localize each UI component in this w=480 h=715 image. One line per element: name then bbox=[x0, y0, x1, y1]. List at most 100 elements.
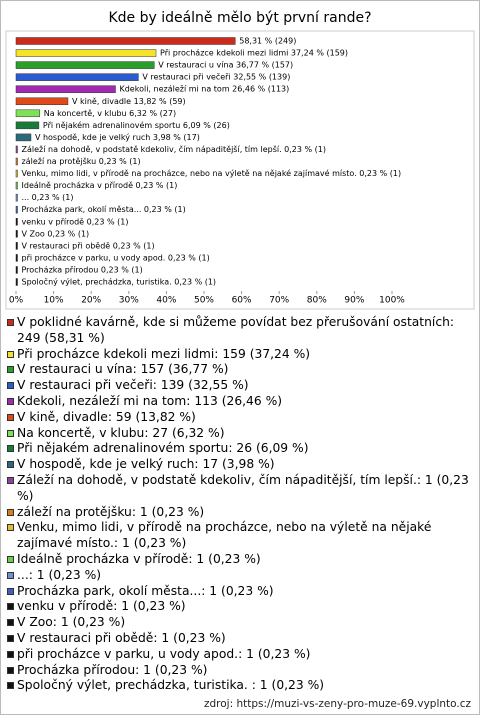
bar bbox=[15, 157, 18, 166]
legend-item: V restauraci při večeři: 139 (32,55 %) bbox=[7, 378, 469, 394]
bar bbox=[15, 169, 18, 178]
bar-label: V kině, divadle 13,82 % (59) bbox=[72, 97, 186, 106]
source: zdroj: https://muzi-vs-zeny-pro-muze-69.… bbox=[204, 698, 471, 710]
legend-swatch bbox=[7, 382, 14, 390]
legend-swatch bbox=[7, 524, 14, 532]
bar-label: Při procházce kdekoli mezi lidmi 37,24 %… bbox=[160, 49, 348, 58]
legend-swatch bbox=[7, 476, 14, 484]
legend-label: Při nějakém adrenalinovém sportu: 26 (6,… bbox=[17, 441, 309, 456]
legend-label: V kině, divadle: 59 (13,82 %) bbox=[17, 409, 196, 424]
legend: V poklidné kavárně, kde si můžeme povída… bbox=[7, 315, 469, 694]
legend-item: Ideálně procházka v přírodě: 1 (0,23 %) bbox=[7, 552, 469, 568]
legend-label: V Zoo: 1 (0,23 %) bbox=[17, 615, 126, 630]
bar bbox=[15, 218, 18, 226]
bar-label: záleží na protějšku 0,23 % (1) bbox=[22, 156, 141, 166]
bar-label: Při nějakém adrenalinovém sportu 6,09 % … bbox=[43, 120, 230, 130]
legend-swatch bbox=[7, 682, 14, 690]
legend-swatch bbox=[7, 666, 14, 674]
legend-swatch bbox=[7, 429, 14, 437]
legend-label: Venku, mimo lidi, v přírodě na procházce… bbox=[17, 520, 432, 551]
legend-label: ...: 1 (0,23 %) bbox=[17, 567, 102, 582]
bar bbox=[15, 121, 40, 130]
legend-item: Spoločný výlet, prechádzka, turistika. :… bbox=[7, 678, 469, 694]
bar-label: Procházka park, okolí města... 0,23 % (1… bbox=[22, 205, 186, 214]
legend-label: Záleží na dohodě, v podstatě kdekoliv, č… bbox=[17, 472, 469, 503]
bar-label: Venku, mimo lidi, v přírodě na procházce… bbox=[22, 168, 402, 178]
bar bbox=[15, 145, 18, 154]
bar-label: Spoločný výlet, prechádzka, turistika. 0… bbox=[22, 277, 217, 287]
bar-label: ... 0,23 % (1) bbox=[22, 193, 74, 202]
legend-label: Procházka přírodou: 1 (0,23 %) bbox=[17, 662, 208, 677]
legend-item: V hospodě, kde je velký ruch: 17 (3,98 %… bbox=[7, 457, 469, 473]
chart-title: Kde by ideálně mělo být první rande? bbox=[108, 10, 371, 26]
legend-item: Záleží na dohodě, v podstatě kdekoliv, č… bbox=[7, 473, 469, 505]
legend-label: Spoločný výlet, prechádzka, turistika. :… bbox=[17, 678, 325, 693]
legend-label: V poklidné kavárně, kde si můžeme povída… bbox=[17, 315, 455, 345]
bar bbox=[15, 73, 139, 81]
legend-swatch bbox=[7, 603, 14, 611]
legend-item: Na koncertě, v klubu: 27 (6,32 %) bbox=[7, 426, 469, 442]
legend-swatch bbox=[7, 461, 14, 469]
bar bbox=[15, 109, 41, 118]
legend-swatch bbox=[7, 508, 14, 516]
legend-label: při procházce v parku, u vody apod.: 1 (… bbox=[17, 646, 311, 661]
bar bbox=[15, 133, 32, 142]
x-tick-label: 100% bbox=[379, 296, 405, 306]
x-tick-label: 50% bbox=[194, 296, 214, 306]
bar bbox=[15, 230, 18, 238]
bar-label: 58,31 % (249) bbox=[239, 37, 296, 46]
legend-swatch bbox=[7, 650, 14, 658]
legend-item: V kině, divadle: 59 (13,82 %) bbox=[7, 410, 469, 426]
bar bbox=[15, 181, 18, 190]
legend-label: V hospodě, kde je velký ruch: 17 (3,98 %… bbox=[17, 457, 275, 472]
legend-item: Při nějakém adrenalinovém sportu: 26 (6,… bbox=[7, 441, 469, 457]
x-tick-label: 10% bbox=[44, 296, 64, 306]
bar bbox=[15, 254, 18, 262]
bar bbox=[15, 205, 18, 214]
legend-swatch bbox=[7, 319, 14, 326]
legend-item: Procházka přírodou: 1 (0,23 %) bbox=[7, 663, 469, 679]
bar bbox=[15, 85, 116, 93]
legend-item: venku v přírodě: 1 (0,23 %) bbox=[7, 599, 469, 615]
legend-label: V restauraci při obědě: 1 (0,23 %) bbox=[17, 630, 226, 645]
legend-item: V restauraci při obědě: 1 (0,23 %) bbox=[7, 631, 469, 647]
legend-item: V Zoo: 1 (0,23 %) bbox=[7, 615, 469, 631]
legend-label: venku v přírodě: 1 (0,23 %) bbox=[17, 599, 186, 614]
legend-item: V poklidné kavárně, kde si můžeme povída… bbox=[7, 315, 469, 347]
legend-swatch bbox=[7, 555, 14, 563]
bar bbox=[15, 37, 236, 45]
legend-swatch bbox=[7, 445, 14, 453]
legend-item: Procházka park, okolí města...: 1 (0,23 … bbox=[7, 584, 469, 600]
legend-label: Na koncertě, v klubu: 27 (6,32 %) bbox=[17, 425, 225, 440]
legend-swatch bbox=[7, 619, 14, 627]
bar-label: Záleží na dohodě, v podstatě kdekoliv, č… bbox=[22, 144, 327, 154]
bar bbox=[15, 49, 157, 57]
legend-item: záleží na protějšku: 1 (0,23 %) bbox=[7, 505, 469, 521]
legend-swatch bbox=[7, 587, 14, 595]
legend-swatch bbox=[7, 413, 14, 421]
bar-label: Kdekoli, nezáleží mi na tom 26,46 % (113… bbox=[119, 85, 289, 94]
legend-swatch bbox=[7, 350, 14, 358]
legend-label: Ideálně procházka v přírodě: 1 (0,23 %) bbox=[17, 551, 261, 566]
legend-item: Při procházce kdekoli mezi lidmi: 159 (3… bbox=[7, 347, 469, 363]
bar-label: V restauraci při obědě 0,23 % (1) bbox=[22, 241, 155, 250]
bar-label: V hospodě, kde je velký ruch 3,98 % (17) bbox=[35, 133, 200, 142]
x-tick-label: 0% bbox=[9, 296, 24, 306]
bar-label: V restauraci u vína 36,77 % (157) bbox=[158, 61, 293, 70]
plot-frame bbox=[5, 30, 475, 310]
bar bbox=[15, 97, 69, 105]
x-tick-label: 40% bbox=[156, 296, 176, 306]
x-tick-label: 90% bbox=[344, 296, 364, 306]
bar-label: V restauraci při večeři 32,55 % (139) bbox=[142, 72, 290, 82]
x-tick-label: 30% bbox=[119, 296, 139, 306]
bar bbox=[15, 242, 18, 250]
legend-item: ...: 1 (0,23 %) bbox=[7, 568, 469, 584]
legend-item: Venku, mimo lidi, v přírodě na procházce… bbox=[7, 520, 469, 552]
bar bbox=[15, 278, 18, 286]
legend-swatch bbox=[7, 571, 14, 579]
bar-label: Na koncertě, v klubu 6,32 % (27) bbox=[44, 109, 176, 118]
legend-item: Kdekoli, nezáleží mi na tom: 113 (26,46 … bbox=[7, 394, 469, 410]
legend-label: Při procházce kdekoli mezi lidmi: 159 (3… bbox=[17, 346, 311, 361]
legend-label: Kdekoli, nezáleží mi na tom: 113 (26,46 … bbox=[17, 393, 283, 408]
